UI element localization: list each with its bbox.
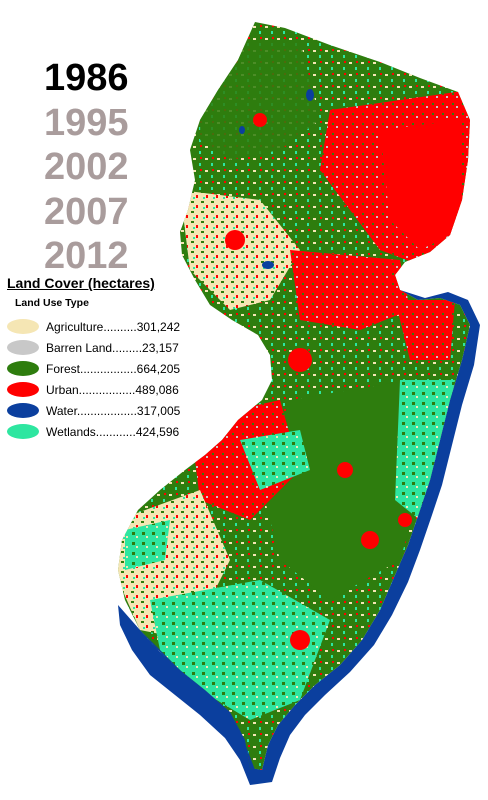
legend-item: Water..................317,005	[7, 400, 207, 421]
year-selector: 1986 1995 2002 2007 2012	[44, 56, 144, 279]
urban-cluster	[337, 462, 353, 478]
region-central-agriculture	[180, 190, 300, 310]
inland-water	[262, 261, 274, 269]
legend-label: Wetlands............424,596	[46, 424, 180, 439]
urban-cluster	[225, 230, 245, 250]
year-2002[interactable]: 2002	[44, 146, 129, 188]
legend-label: Agriculture..........301,242	[46, 319, 181, 334]
region-central-urban	[290, 250, 410, 330]
urban-cluster	[361, 531, 379, 549]
legend-item: Urban.................489,086	[7, 379, 207, 400]
region-urban-core	[380, 120, 460, 250]
region-shore-urban	[395, 300, 455, 360]
legend-label: Barren Land.........23,157	[46, 340, 179, 355]
legend-swatch	[7, 403, 39, 418]
region-pinelands-forest	[260, 380, 430, 600]
year-2012[interactable]: 2012	[44, 235, 129, 277]
year-1986[interactable]: 1986	[44, 57, 129, 99]
region-wetlands-east	[395, 380, 455, 520]
urban-cluster	[288, 348, 312, 372]
legend-items: Agriculture..........301,242 Barren Land.…	[7, 316, 207, 442]
legend-label: Water..................317,005	[46, 403, 181, 418]
legend-item: Agriculture..........301,242	[7, 316, 207, 337]
legend: Land Cover (hectares) Land Use Type Agri…	[7, 274, 207, 442]
urban-cluster	[290, 630, 310, 650]
legend-subtitle: Land Use Type	[15, 297, 89, 309]
year-2007[interactable]: 2007	[44, 190, 129, 233]
urban-cluster	[398, 513, 412, 527]
legend-label: Urban.................489,086	[46, 382, 179, 397]
legend-item: Wetlands............424,596	[7, 421, 207, 442]
inland-water	[239, 126, 245, 134]
region-wetlands-central	[240, 430, 310, 490]
legend-swatch	[7, 319, 39, 334]
legend-swatch	[7, 340, 39, 355]
legend-swatch	[7, 361, 39, 376]
region-wetlands-west	[125, 520, 170, 570]
year-1995[interactable]: 1995	[44, 101, 129, 144]
legend-swatch	[7, 382, 39, 397]
urban-cluster	[253, 113, 267, 127]
legend-swatch	[7, 424, 39, 439]
legend-title: Land Cover (hectares)	[7, 275, 155, 291]
legend-item: Forest.................664,205	[7, 358, 207, 379]
legend-label: Forest.................664,205	[46, 361, 181, 376]
inland-water	[306, 89, 314, 101]
legend-item: Barren Land.........23,157	[7, 337, 207, 358]
